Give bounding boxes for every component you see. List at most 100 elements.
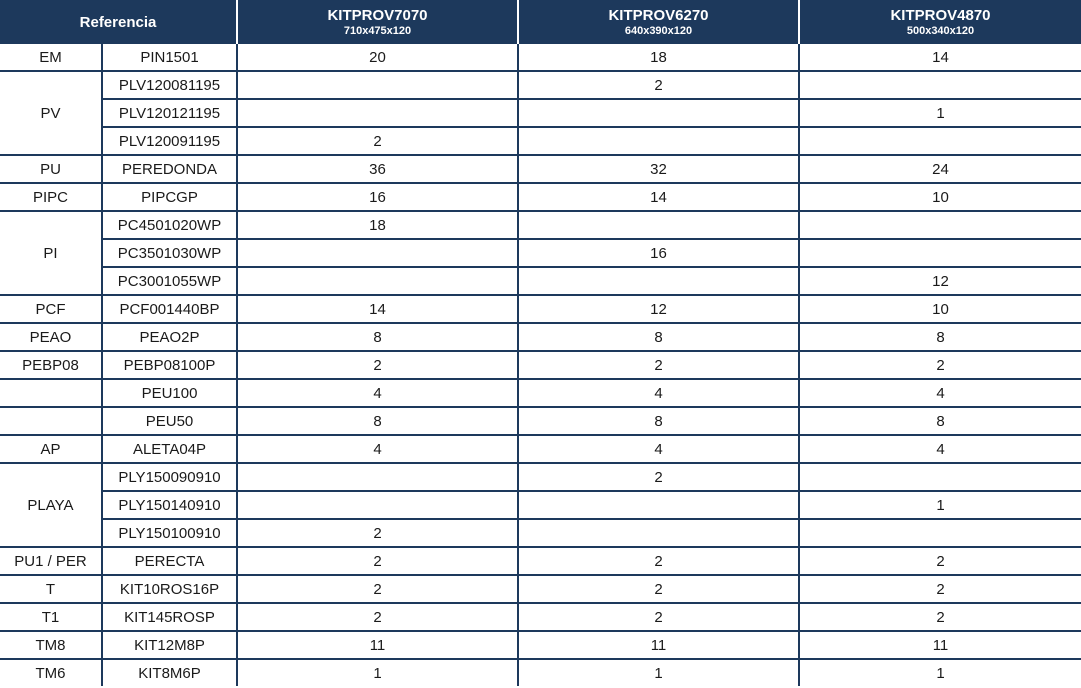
quantity-cell: 11 [236,630,519,660]
quantity-cell: 1 [798,490,1081,520]
quantity-cell [798,126,1081,156]
quantity-cell: 2 [236,574,519,604]
category-cell: PCF [0,294,103,324]
quantity-cell: 1 [517,658,800,686]
quantity-cell: 16 [236,182,519,212]
kit-name: KITPROV6270 [608,7,709,24]
quantity-cell: 2 [236,546,519,576]
quantity-cell [236,266,519,296]
category-cell: T [0,574,103,604]
table-row: TM8 KIT12M8P 11 11 11 [0,630,1081,660]
category-cell: PLAYA [0,462,103,548]
kit-size: 640x390x120 [624,25,693,37]
category-cell [0,406,103,436]
table-row: EM PIN1501 20 18 14 [0,44,1081,72]
reference-cell: PC3001055WP [102,266,238,296]
table-row: PLY150100910 2 [0,518,1081,548]
kit-size: 500x340x120 [906,25,975,37]
category-cell: TM6 [0,658,103,686]
quantity-cell: 2 [517,574,800,604]
quantity-cell [517,518,800,548]
table-row: PCF PCF001440BP 14 12 10 [0,294,1081,324]
quantity-cell: 4 [236,434,519,464]
category-cell: PU [0,154,103,184]
quantity-cell: 11 [798,630,1081,660]
quantity-cell: 10 [798,294,1081,324]
reference-cell: PLY150140910 [102,490,238,520]
kit-size: 710x475x120 [343,25,412,37]
quantity-cell: 11 [517,630,800,660]
table-header-row: Referencia KITPROV7070 710x475x120 KITPR… [0,0,1081,44]
quantity-cell: 2 [798,602,1081,632]
table-row: PEAO PEAO2P 8 8 8 [0,322,1081,352]
table-row: PLV120121195 1 [0,98,1081,128]
quantity-cell: 1 [798,658,1081,686]
quantity-cell: 12 [798,266,1081,296]
quantity-cell [236,98,519,128]
quantity-cell [236,238,519,268]
quantity-cell [798,238,1081,268]
reference-cell: KIT10ROS16P [101,574,238,604]
referencia-column-header: Referencia [0,0,237,44]
table-body: EM PIN1501 20 18 14 PV PLV120081195 2 PLV1201211… [0,44,1081,686]
quantity-cell: 24 [798,154,1081,184]
table-row: PLV120091195 2 [0,126,1081,156]
table-row: PIPC PIPCGP 16 14 10 [0,182,1081,212]
category-cell: T1 [0,602,103,632]
quantity-cell [517,98,800,128]
quantity-cell: 2 [517,350,800,380]
quantity-cell [798,210,1081,240]
quantity-cell: 1 [236,658,519,686]
quantity-cell [798,462,1081,492]
category-cell: PIPC [0,182,103,212]
quantity-cell: 10 [798,182,1081,212]
quantity-cell: 14 [517,182,800,212]
table-row: PU PEREDONDA 36 32 24 [0,154,1081,184]
reference-cell: PLY150090910 [101,462,238,492]
category-cell: AP [0,434,103,464]
quantity-cell: 4 [517,434,800,464]
quantity-cell: 2 [517,462,800,492]
quantity-cell: 4 [236,378,519,408]
quantity-cell: 18 [236,210,519,240]
quantity-cell: 4 [517,378,800,408]
table-row: PEU50 8 8 8 [0,406,1081,436]
category-cell: TM8 [0,630,103,660]
reference-cell: ALETA04P [101,434,238,464]
quantity-cell: 36 [236,154,519,184]
quantity-cell: 16 [517,238,800,268]
quantity-cell [517,490,800,520]
quantity-cell [236,462,519,492]
quantity-cell [236,490,519,520]
reference-cell: PEU100 [101,378,238,408]
category-cell: PEAO [0,322,103,352]
quantity-cell: 8 [236,406,519,436]
reference-cell: PIN1501 [101,44,238,72]
quantity-cell: 2 [517,70,800,100]
quantity-cell: 14 [236,294,519,324]
quantity-cell: 8 [517,406,800,436]
category-cell [0,378,103,408]
table-row: AP ALETA04P 4 4 4 [0,434,1081,464]
kit-name: KITPROV4870 [890,7,991,24]
reference-cell: PLV120091195 [102,126,238,156]
quantity-cell: 2 [236,350,519,380]
category-cell: EM [0,44,103,72]
quantity-cell: 20 [236,44,519,72]
quantity-cell: 2 [798,350,1081,380]
kit-column-header-kitprov6270: KITPROV6270 640x390x120 [517,0,799,44]
quantity-cell: 8 [517,322,800,352]
quantity-cell: 2 [236,126,519,156]
quantity-cell: 2 [236,602,519,632]
table-row: PLY150140910 1 [0,490,1081,520]
reference-cell: PEBP08100P [101,350,238,380]
table-row: T1 KIT145ROSP 2 2 2 [0,602,1081,632]
quantity-cell [798,70,1081,100]
kit-column-header-kitprov7070: KITPROV7070 710x475x120 [236,0,518,44]
quantity-cell [517,126,800,156]
reference-cell: PERECTA [101,546,238,576]
reference-cell: PEREDONDA [101,154,238,184]
quantity-cell: 14 [798,44,1081,72]
